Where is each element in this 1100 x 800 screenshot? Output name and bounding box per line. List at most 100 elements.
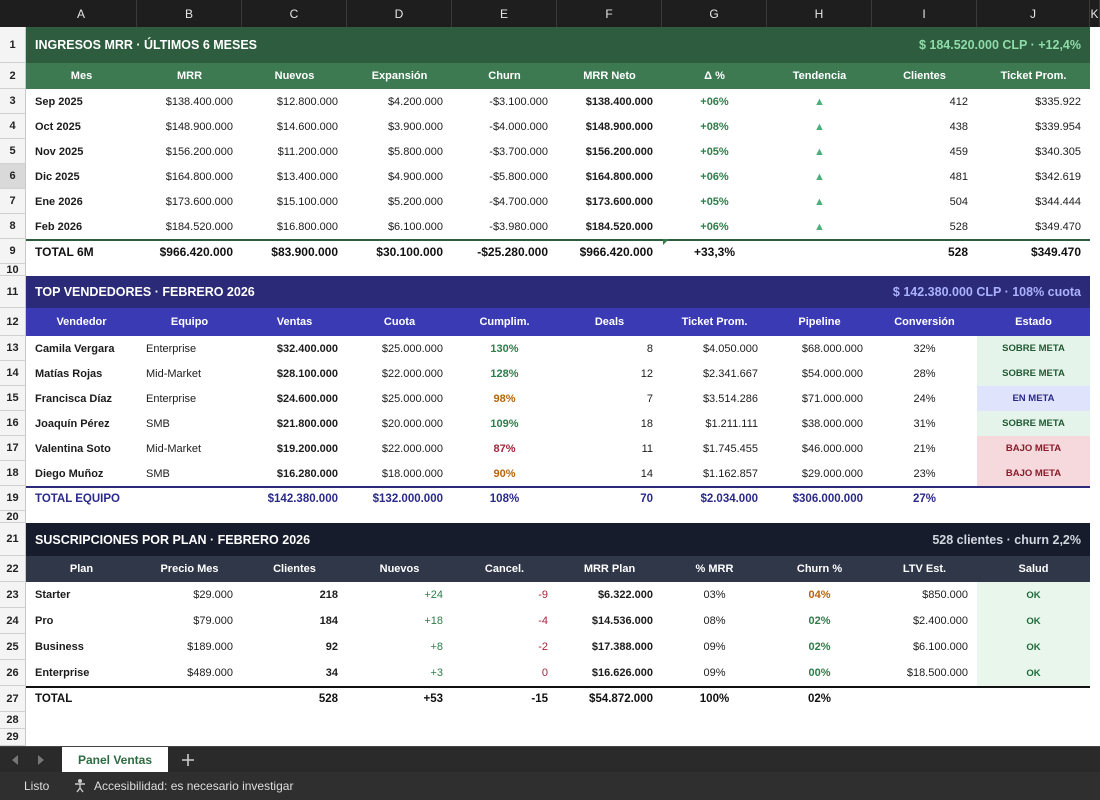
data-cell: 14: [640, 467, 653, 480]
data-cell: 130%: [490, 342, 519, 355]
data-cell: 184: [319, 615, 338, 627]
row-header[interactable]: 2: [0, 63, 26, 89]
data-cell: $5.200.000: [387, 195, 443, 208]
data-cell: $189.000: [187, 641, 233, 653]
data-cell: 09%: [703, 667, 726, 679]
data-cell: 18: [640, 417, 653, 430]
column-title: Expansión: [371, 70, 428, 82]
row-header[interactable]: 14: [0, 361, 26, 386]
row-header[interactable]: 25: [0, 634, 26, 660]
data-cell: $29.000.000: [801, 467, 863, 480]
row-header[interactable]: 13: [0, 336, 26, 361]
status-badge: OK: [977, 634, 1090, 660]
column-title: Ticket Prom.: [681, 316, 748, 328]
section-summary: 528 clientes · churn 2,2%: [932, 532, 1081, 547]
section-title: INGRESOS MRR · ÚLTIMOS 6 MESES: [35, 38, 258, 52]
data-cell: $6.100.000: [387, 220, 443, 233]
row-header[interactable]: 3: [0, 89, 26, 114]
column-title: Churn: [488, 70, 521, 82]
data-cell: $1.745.455: [702, 442, 758, 455]
total-cell: $142.380.000: [267, 492, 338, 505]
row-header[interactable]: 29: [0, 729, 26, 746]
accessibility-icon[interactable]: [73, 778, 89, 794]
status-badge: OK: [977, 660, 1090, 686]
data-cell: Enterprise: [146, 392, 197, 405]
row-header[interactable]: 6: [0, 164, 26, 189]
column-title: Cuota: [383, 316, 416, 328]
column-header[interactable]: F: [557, 0, 662, 27]
data-cell: 31%: [913, 417, 936, 430]
data-cell: 109%: [490, 417, 519, 430]
row-header[interactable]: 23: [0, 582, 26, 608]
column-title: MRR Plan: [583, 563, 636, 575]
status-accessibility[interactable]: Accesibilidad: es necesario investigar: [94, 779, 294, 793]
data-cell: Pro: [35, 615, 54, 627]
column-header[interactable]: G: [662, 0, 767, 27]
row-header[interactable]: 24: [0, 608, 26, 634]
column-title: Clientes: [273, 563, 316, 575]
column-header[interactable]: C: [242, 0, 347, 27]
row-header[interactable]: 17: [0, 436, 26, 461]
row-header[interactable]: 26: [0, 660, 26, 686]
total-cell: $83.900.000: [271, 244, 338, 259]
data-cell: Diego Muñoz: [35, 467, 104, 480]
add-sheet-button[interactable]: [180, 753, 196, 767]
row-header[interactable]: 22: [0, 556, 26, 582]
data-cell: +06%: [700, 170, 729, 183]
data-cell: Valentina Soto: [35, 442, 111, 455]
row-header[interactable]: 15: [0, 386, 26, 411]
data-cell: 21%: [913, 442, 936, 455]
row-header[interactable]: 10: [0, 264, 26, 276]
column-header[interactable]: J: [977, 0, 1090, 27]
data-cell: 12: [640, 367, 653, 380]
data-cell: 459: [949, 145, 968, 158]
column-header[interactable]: A: [26, 0, 137, 27]
row-header[interactable]: 7: [0, 189, 26, 214]
tab-scroll-arrows[interactable]: [8, 753, 52, 767]
column-header[interactable]: D: [347, 0, 452, 27]
row-header[interactable]: 20: [0, 511, 26, 523]
data-cell: $4.050.000: [702, 342, 758, 355]
data-cell: -$5.800.000: [489, 170, 548, 183]
data-cell: 23%: [913, 467, 936, 480]
status-badge: OK: [977, 608, 1090, 634]
data-cell: $173.600.000: [585, 195, 653, 208]
data-cell: Francisca Díaz: [35, 392, 113, 405]
data-cell: $22.000.000: [381, 367, 443, 380]
column-title: Nuevos: [274, 70, 315, 82]
status-badge: SOBRE META: [977, 336, 1090, 361]
row-header[interactable]: 18: [0, 461, 26, 486]
row-header[interactable]: 1: [0, 27, 26, 63]
data-cell: Joaquín Pérez: [35, 417, 110, 430]
column-header[interactable]: E: [452, 0, 557, 27]
total-cell: TOTAL: [35, 693, 73, 705]
data-cell: $164.800.000: [165, 170, 233, 183]
row-header[interactable]: 16: [0, 411, 26, 436]
row-header[interactable]: 19: [0, 486, 26, 511]
row-header[interactable]: 8: [0, 214, 26, 239]
column-title: Δ %: [704, 70, 725, 82]
data-cell: Business: [35, 641, 84, 653]
data-cell: -$3.980.000: [489, 220, 548, 233]
status-badge: EN META: [977, 386, 1090, 411]
row-header[interactable]: 5: [0, 139, 26, 164]
data-cell: 218: [319, 589, 338, 601]
row-header[interactable]: 12: [0, 308, 26, 336]
column-header[interactable]: H: [767, 0, 872, 27]
data-cell: ▲: [814, 170, 825, 183]
data-cell: +24: [424, 589, 443, 601]
data-cell: 481: [949, 170, 968, 183]
data-cell: ▲: [814, 95, 825, 108]
row-header[interactable]: 9: [0, 239, 26, 264]
row-header[interactable]: 11: [0, 276, 26, 308]
row-header[interactable]: 21: [0, 523, 26, 556]
column-header[interactable]: K: [1090, 0, 1100, 27]
row-header[interactable]: 27: [0, 686, 26, 712]
data-cell: Nov 2025: [35, 145, 84, 158]
column-header[interactable]: I: [872, 0, 977, 27]
column-header[interactable]: B: [137, 0, 242, 27]
data-cell: $22.000.000: [381, 442, 443, 455]
row-header[interactable]: 4: [0, 114, 26, 139]
row-header[interactable]: 28: [0, 712, 26, 729]
sheet-tab[interactable]: Panel Ventas: [62, 747, 168, 773]
